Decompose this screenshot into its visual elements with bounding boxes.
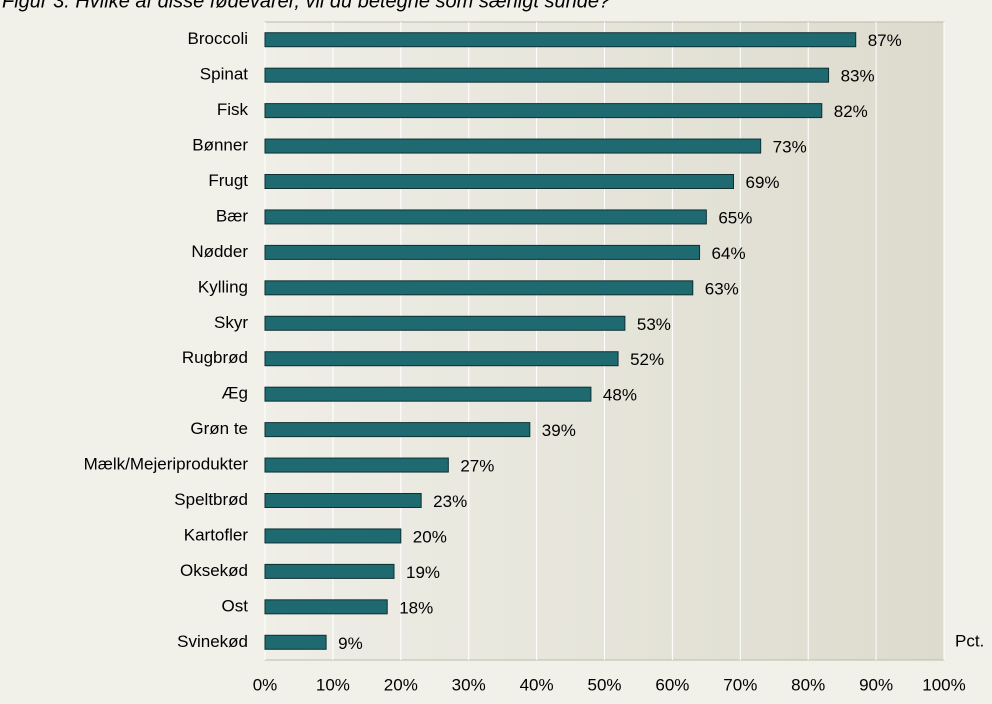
x-tick-label: 60% xyxy=(655,675,689,694)
x-tick-label: 0% xyxy=(253,675,278,694)
bar xyxy=(264,386,592,402)
bar xyxy=(264,244,701,260)
y-tick-label: Frugt xyxy=(208,171,248,190)
bar xyxy=(264,422,531,438)
value-label: 69% xyxy=(746,173,780,192)
value-label: 64% xyxy=(712,244,746,263)
bar xyxy=(264,351,619,367)
axis-label: Pct. xyxy=(955,631,984,650)
value-label: 63% xyxy=(705,279,739,298)
y-tick-label: Bønner xyxy=(192,136,248,155)
bar xyxy=(264,634,327,650)
y-tick-label: Kartofler xyxy=(184,525,249,544)
bar xyxy=(264,174,735,189)
x-tick-label: 10% xyxy=(316,675,350,694)
value-label: 52% xyxy=(630,350,664,369)
bar xyxy=(264,280,694,296)
bar xyxy=(264,103,823,119)
value-label: 20% xyxy=(413,527,447,546)
value-label: 82% xyxy=(834,102,868,121)
value-label: 18% xyxy=(399,598,433,617)
value-label: 23% xyxy=(433,492,467,511)
value-label: 19% xyxy=(406,563,440,582)
y-tick-label: Spinat xyxy=(200,65,248,84)
value-label: 83% xyxy=(841,67,875,86)
bar xyxy=(264,563,395,579)
value-label: 39% xyxy=(542,421,576,440)
bar xyxy=(264,528,402,544)
bar xyxy=(264,32,857,48)
x-tick-label: 20% xyxy=(384,675,418,694)
y-tick-label: Mælk/Mejeriprodukter xyxy=(84,455,249,474)
y-tick-label: Rugbrød xyxy=(182,348,248,367)
value-label: 87% xyxy=(868,31,902,50)
y-tick-label: Kylling xyxy=(198,277,248,296)
value-label: 65% xyxy=(718,208,752,227)
bar xyxy=(264,599,388,615)
bar xyxy=(264,209,707,225)
x-tick-label: 50% xyxy=(587,675,621,694)
y-tick-label: Grøn te xyxy=(190,419,248,438)
chart-title: Figur 3. Hvilke af disse fødevarer, vil … xyxy=(2,0,611,12)
y-tick-label: Skyr xyxy=(214,313,248,332)
x-tick-label: 80% xyxy=(791,675,825,694)
x-tick-label: 100% xyxy=(922,675,965,694)
y-tick-label: Fisk xyxy=(217,100,249,119)
value-label: 53% xyxy=(637,315,671,334)
value-label: 27% xyxy=(460,457,494,476)
bar xyxy=(264,457,449,473)
bar xyxy=(264,493,422,508)
value-label: 48% xyxy=(603,386,637,405)
y-tick-label: Ost xyxy=(222,596,249,615)
x-tick-label: 40% xyxy=(520,675,554,694)
x-tick-label: 30% xyxy=(452,675,486,694)
bar xyxy=(264,315,626,331)
value-label: 73% xyxy=(773,138,807,157)
y-tick-label: Nødder xyxy=(191,242,248,261)
bar xyxy=(264,138,762,154)
y-tick-label: Oksekød xyxy=(180,561,248,580)
x-tick-label: 70% xyxy=(723,675,757,694)
y-tick-label: Broccoli xyxy=(188,29,248,48)
y-tick-label: Speltbrød xyxy=(174,490,248,509)
y-tick-label: Svinekød xyxy=(177,632,248,651)
bar xyxy=(264,67,830,83)
y-tick-label: Æg xyxy=(222,384,248,403)
y-tick-label: Bær xyxy=(216,206,248,225)
value-label: 9% xyxy=(338,634,363,653)
x-tick-label: 90% xyxy=(859,675,893,694)
